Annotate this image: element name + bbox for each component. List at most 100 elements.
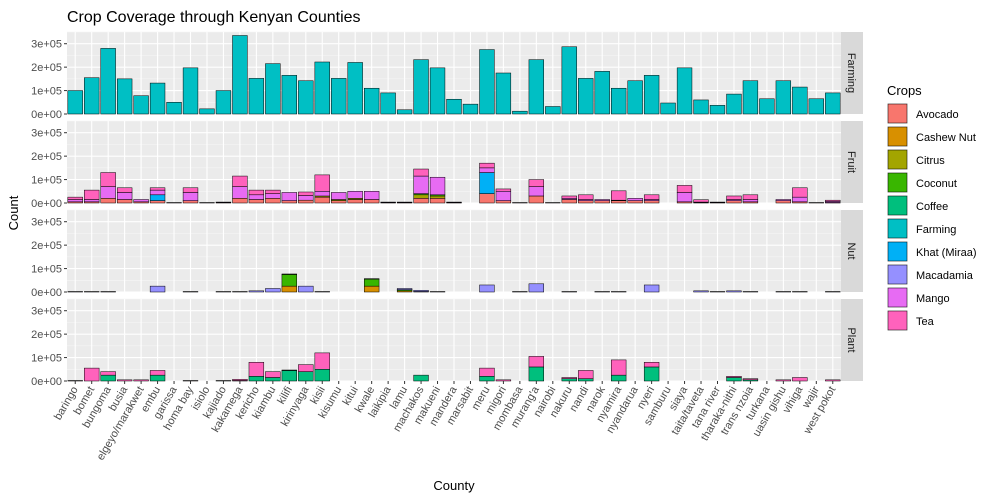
bar-fruit-mango — [446, 201, 462, 203]
bar-plant-coffee — [528, 366, 544, 382]
bar-plant-tea — [314, 352, 330, 370]
bar-farming-farming — [825, 92, 841, 115]
legend-item: Macadamia — [887, 264, 974, 285]
bar-plant-coffee — [314, 369, 330, 382]
legend-label: Tea — [916, 316, 935, 328]
bar-fruit-tea — [693, 199, 709, 203]
legend-label: Farming — [916, 224, 956, 236]
bar-fruit-avocado — [314, 196, 330, 204]
bar-nut-macadamia — [396, 288, 413, 290]
legend-swatch — [887, 218, 908, 239]
bar-fruit-tea — [182, 187, 199, 193]
facet-strip — [841, 210, 863, 292]
bar-farming-farming — [166, 102, 182, 115]
legend-label: Coconut — [916, 178, 957, 190]
bar-plant-tea — [232, 379, 248, 381]
bar-fruit-avocado — [232, 198, 248, 204]
bar-farming-farming — [611, 87, 627, 115]
bar-fruit-avocado — [182, 200, 199, 204]
bar-nut-macadamia — [479, 284, 495, 293]
bar-farming-farming — [495, 72, 512, 115]
bar-fruit-tea — [611, 190, 627, 201]
bar-plant-coffee — [726, 377, 742, 382]
bar-nut-macadamia — [84, 291, 100, 293]
bar-fruit-mango — [281, 192, 297, 201]
bar-fruit-mango — [429, 176, 446, 196]
bar-fruit-avocado — [149, 200, 166, 204]
bar-farming-farming — [643, 75, 660, 115]
bar-nut-macadamia — [232, 291, 248, 293]
y-tick-label: 0e+00 — [31, 376, 62, 388]
bar-nut-macadamia — [182, 291, 199, 293]
bar-fruit-avocado — [561, 199, 577, 204]
bar-fruit-avocado — [413, 198, 429, 204]
bar-fruit-mango — [775, 199, 792, 201]
bar-fruit-mango — [396, 201, 413, 203]
bar-fruit-mango — [166, 202, 182, 204]
bar-fruit-mango — [545, 202, 561, 204]
bar-nut-macadamia — [792, 291, 808, 293]
bar-fruit-mango — [100, 186, 116, 199]
bar-plant-coffee — [611, 374, 627, 382]
bar-nut-coconut — [364, 278, 380, 287]
bar-fruit-mango — [627, 198, 643, 201]
bar-farming-farming — [594, 71, 610, 115]
bar-nut-coconut — [281, 274, 297, 287]
bar-farming-farming — [775, 80, 792, 115]
bar-plant-tea — [528, 356, 544, 368]
bar-farming-farming — [116, 78, 133, 115]
facet-strip-label: Plant — [845, 327, 857, 352]
bar-fruit-avocado — [100, 198, 116, 204]
bar-plant-tea — [298, 364, 314, 372]
bar-fruit-tea — [825, 199, 841, 202]
bar-plant-tea — [84, 367, 100, 382]
bar-farming-farming — [446, 98, 462, 115]
bar-fruit-tea — [792, 187, 808, 198]
bar-fruit-mango — [232, 186, 248, 199]
bar-nut-macadamia — [611, 291, 627, 293]
bar-fruit-avocado — [248, 199, 265, 204]
bar-nut-macadamia — [265, 288, 281, 293]
legend-item: Tea — [887, 310, 935, 331]
bar-farming-farming — [429, 67, 446, 115]
bar-fruit-tea — [413, 168, 429, 177]
bar-fruit-mango — [479, 167, 495, 173]
bar-farming-farming — [528, 59, 544, 115]
bar-plant-coffee — [100, 374, 116, 382]
bar-farming-farming — [660, 102, 676, 115]
bar-fruit-mango — [298, 195, 314, 201]
bar-plant-coffee — [281, 370, 297, 382]
legend-item: Farming — [887, 218, 956, 239]
bar-fruit-mango — [84, 199, 100, 203]
bar-plant-tea — [726, 376, 742, 378]
bar-fruit-tea — [643, 194, 660, 200]
bar-nut-macadamia — [825, 291, 841, 293]
legend-item: Avocado — [887, 103, 959, 124]
facet-panel-nut: 0e+00 1e+05 2e+05 3e+05 Nut — [31, 209, 863, 299]
bar-plant-tea — [495, 379, 512, 382]
legend-swatch — [887, 241, 908, 262]
bar-farming-farming — [182, 67, 199, 115]
bar-fruit-khat-miraa- — [149, 194, 166, 201]
legend-swatch — [887, 195, 908, 216]
legend-label: Khat (Miraa) — [916, 247, 977, 259]
bar-farming-farming — [413, 59, 429, 115]
facet-panel-fruit: 0e+00 1e+05 2e+05 3e+05 Fruit — [31, 120, 863, 210]
bar-plant-coffee — [561, 378, 577, 382]
legend-swatch — [887, 287, 908, 308]
bar-farming-farming — [759, 98, 775, 115]
bar-fruit-tea — [726, 195, 742, 200]
bar-nut-macadamia — [512, 291, 528, 293]
bar-fruit-avocado — [775, 200, 792, 204]
bar-fruit-tea — [84, 189, 100, 200]
bar-fruit-tea — [232, 175, 248, 187]
y-tick-label: 1e+05 — [31, 264, 62, 276]
legend-label: Citrus — [916, 155, 945, 167]
bar-fruit-mango — [512, 202, 528, 204]
bar-plant-coffee — [479, 376, 495, 382]
legend-title: Crops — [887, 83, 922, 98]
bar-nut-macadamia — [693, 290, 709, 293]
bar-fruit-tea — [248, 189, 265, 196]
legend-item: Cashew Nut — [887, 126, 976, 147]
